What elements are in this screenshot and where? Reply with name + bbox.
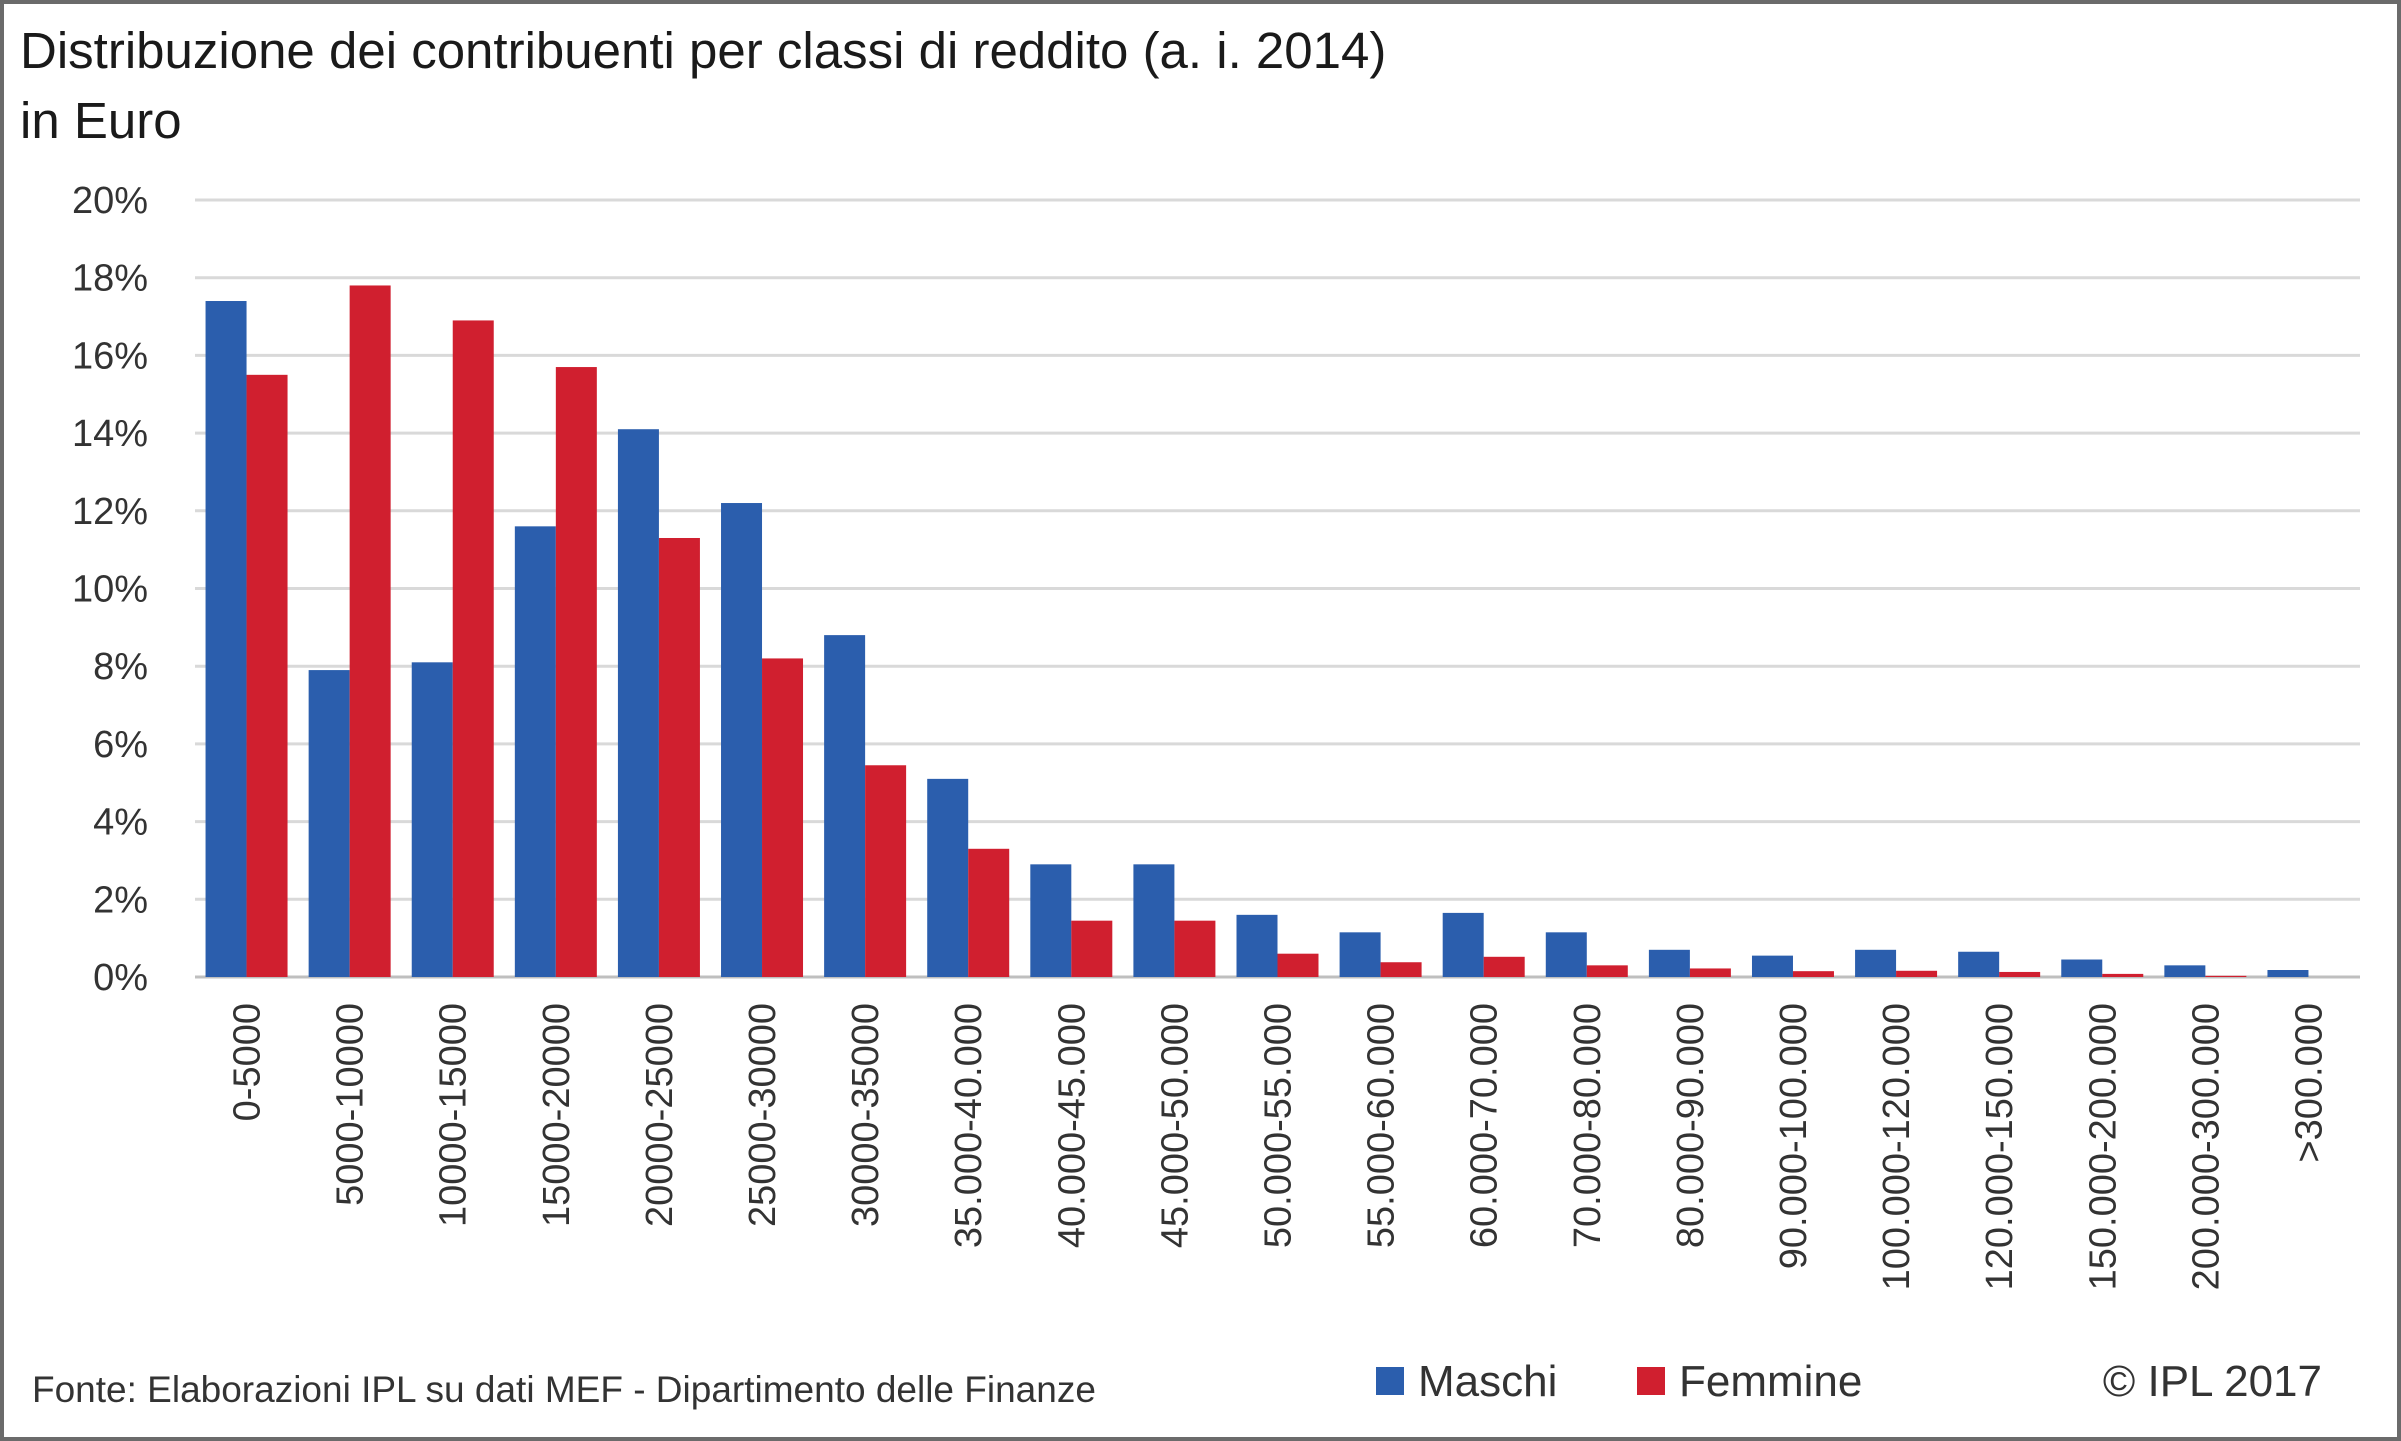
y-tick-label: 2%: [93, 879, 148, 921]
bar-femmine: [762, 658, 804, 977]
y-tick-label: 6%: [93, 724, 148, 766]
legend-label-femmine: Femmine: [1679, 1357, 1862, 1406]
x-tick-label: 10000-15000: [433, 1003, 475, 1227]
bar-femmine: [865, 765, 907, 977]
bar-maschi: [2061, 959, 2103, 977]
bar-femmine: [2205, 975, 2247, 977]
x-tick-label: 80.000-90.000: [1670, 1003, 1712, 1248]
chart-title: Distribuzione dei contribuenti per class…: [20, 22, 1386, 79]
x-tick-label: 200.000-300.000: [2185, 1003, 2227, 1290]
x-tick-label: 120.000-150.000: [1979, 1003, 2021, 1290]
bar-femmine: [1999, 971, 2041, 977]
y-tick-label: 12%: [72, 491, 148, 533]
x-tick-label: 150.000-200.000: [2082, 1003, 2124, 1290]
bar-maschi: [1855, 949, 1897, 977]
x-tick-label: 15000-20000: [536, 1003, 578, 1227]
bar-maschi: [1958, 951, 2000, 977]
x-axis-ticks: 0-5000 5000-10000 10000-15000 15000-20000 20…: [227, 1003, 2331, 1290]
x-tick-label: 70.000-80.000: [1567, 1003, 1609, 1248]
bar-maschi: [1751, 955, 1793, 977]
bar-femmine: [349, 285, 391, 978]
bar-maschi: [514, 526, 556, 977]
bar-femmine: [246, 374, 288, 977]
y-tick-label: 16%: [72, 335, 148, 377]
y-tick-label: 14%: [72, 413, 148, 455]
bar-maschi: [1236, 914, 1278, 977]
x-tick-label: 20000-25000: [639, 1003, 681, 1227]
bar-femmine: [452, 320, 494, 977]
chart-subtitle: in Euro: [20, 92, 182, 149]
bar-femmine: [1896, 970, 1938, 977]
x-tick-label: 35.000-40.000: [948, 1003, 990, 1248]
x-tick-label: 60.000-70.000: [1464, 1003, 1506, 1248]
y-tick-label: 10%: [72, 569, 148, 611]
bar-maschi: [1545, 932, 1587, 977]
x-tick-label: 55.000-60.000: [1361, 1003, 1403, 1248]
bar-femmine: [1071, 920, 1113, 977]
x-tick-label: 45.000-50.000: [1154, 1003, 1196, 1248]
bar-femmine: [1689, 968, 1731, 977]
bar-femmine: [1380, 962, 1422, 977]
legend-label-maschi: Maschi: [1418, 1357, 1557, 1406]
bar-femmine: [1483, 956, 1525, 977]
legend-swatch-maschi: [1376, 1367, 1404, 1395]
source-note: Fonte: Elaborazioni IPL su dati MEF - Di…: [32, 1369, 1096, 1410]
y-tick-label: 4%: [93, 802, 148, 844]
bar-maschi: [1339, 932, 1381, 977]
bar-maschi: [824, 635, 866, 977]
x-tick-label: 5000-10000: [330, 1003, 372, 1206]
legend: Maschi Femmine: [1376, 1357, 1862, 1406]
bar-femmine: [658, 537, 700, 977]
bar-maschi: [617, 429, 659, 978]
bar-maschi: [1133, 864, 1175, 977]
bar-maschi: [1648, 949, 1690, 977]
bar-femmine: [1277, 953, 1319, 977]
bar-maschi: [308, 670, 350, 977]
bar-femmine: [1174, 920, 1216, 977]
y-tick-label: 20%: [72, 180, 148, 222]
bar-femmine: [555, 367, 597, 977]
bar-maschi: [1030, 864, 1072, 977]
x-tick-label: >300.000: [2288, 1003, 2330, 1163]
bar-femmine: [1586, 965, 1628, 977]
bar-maschi: [2267, 970, 2309, 977]
x-tick-label: 25000-30000: [742, 1003, 784, 1227]
bar-maschi: [2164, 965, 2206, 977]
y-tick-label: 0%: [93, 957, 148, 999]
bar-femmine: [1792, 971, 1834, 977]
y-axis-ticks: 0% 2% 4% 6% 8% 10% 12% 14% 16% 18% 20%: [72, 180, 148, 999]
bar-femmine: [2102, 973, 2144, 977]
x-tick-label: 0-5000: [227, 1003, 269, 1121]
x-tick-label: 50.000-55.000: [1258, 1003, 1300, 1248]
x-tick-label: 90.000-100.000: [1773, 1003, 1815, 1269]
bar-maschi: [205, 301, 247, 977]
x-tick-label: 100.000-120.000: [1876, 1003, 1918, 1290]
bar-maschi: [721, 503, 763, 977]
bar-femmine: [968, 848, 1010, 977]
legend-swatch-femmine: [1637, 1367, 1665, 1395]
x-tick-label: 30000-35000: [845, 1003, 887, 1227]
copyright-note: © IPL 2017: [2103, 1357, 2322, 1406]
bar-maschi: [927, 778, 969, 977]
y-tick-label: 18%: [72, 258, 148, 300]
bars: [205, 285, 2309, 978]
y-tick-label: 8%: [93, 646, 148, 688]
bar-maschi: [1442, 912, 1484, 977]
bar-maschi: [411, 662, 453, 977]
x-tick-label: 40.000-45.000: [1051, 1003, 1093, 1248]
